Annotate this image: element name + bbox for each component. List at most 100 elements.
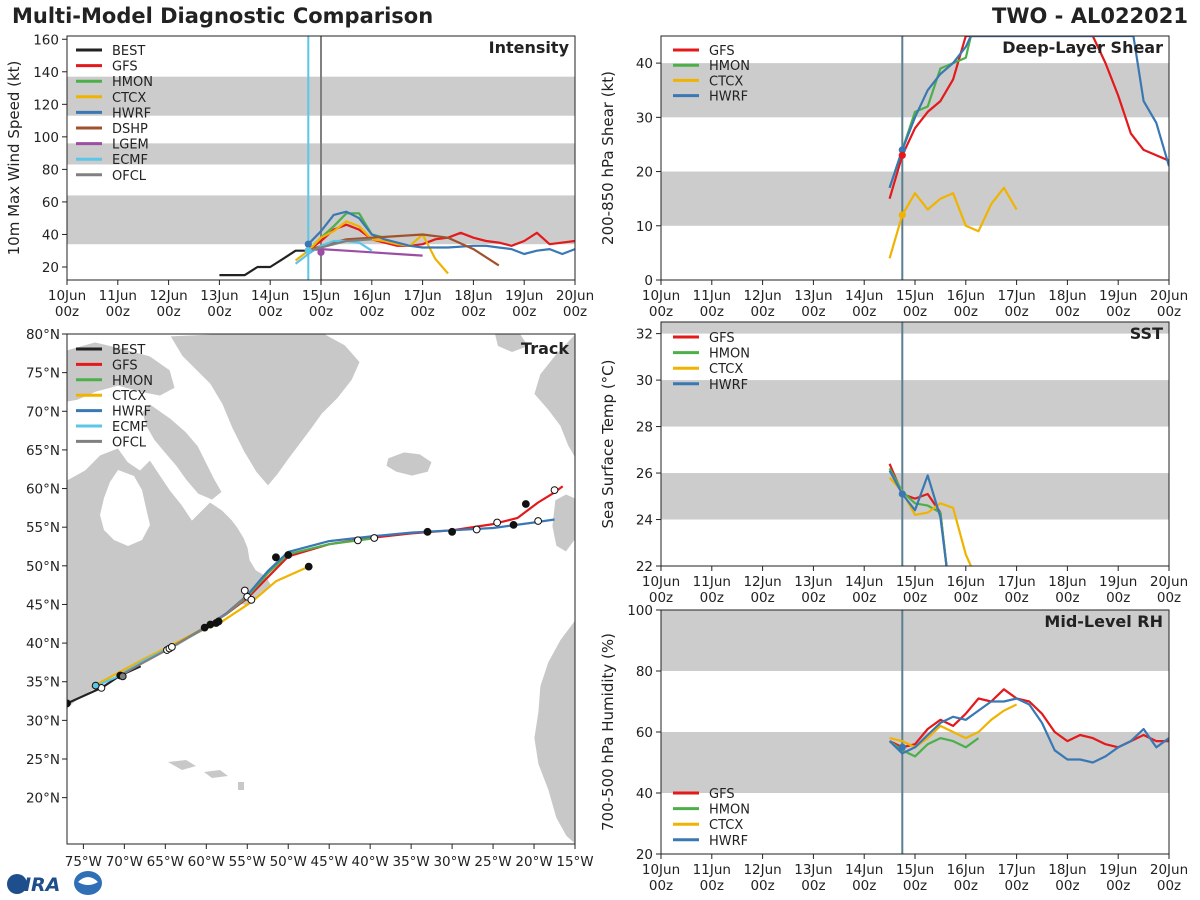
panel-title: Mid-Level RH	[1044, 612, 1163, 631]
y-tick-label: 28	[636, 420, 653, 436]
x-tick-label-hour: 00z	[903, 590, 927, 606]
legend-label-gfs: GFS	[112, 358, 138, 373]
threshold-band	[661, 171, 1169, 226]
british-isles	[551, 493, 575, 553]
x-tick-label: 10Jun	[48, 288, 86, 304]
track-position-dot	[370, 534, 379, 542]
x-tick-label-hour: 00z	[258, 304, 282, 320]
legend-label-ctcx: CTCX	[709, 362, 743, 377]
x-tick-label-hour: 00z	[649, 590, 673, 606]
x-tick-label: 14Jun	[251, 288, 289, 304]
logo-text: CIRA	[10, 874, 60, 896]
marker-ecmf	[304, 247, 312, 255]
x-tick-label-hour: 00z	[852, 878, 876, 894]
series-gfs	[307, 223, 575, 252]
x-tick-label-hour: 00z	[1157, 878, 1181, 894]
x-tick-label-hour: 00z	[410, 304, 434, 320]
legend-label-gfs: GFS	[709, 331, 735, 346]
series-hwrf	[888, 36, 1169, 189]
legend-label-hmon: HMON	[709, 347, 750, 362]
x-tick-label: 19Jun	[1099, 574, 1137, 590]
hudson-bay	[100, 470, 150, 546]
marker-lgem	[317, 248, 325, 256]
y-axis-label: 200-850 hPa Shear (kt)	[599, 71, 617, 245]
greenland	[169, 334, 361, 487]
threshold-band	[661, 732, 1169, 793]
x-tick-label-hour: 00z	[700, 590, 724, 606]
series-ctcx	[889, 703, 1018, 749]
x-tick-label-hour: 00z	[801, 590, 825, 606]
track-position-dot	[67, 699, 71, 708]
threshold-band	[661, 610, 1169, 671]
x-tick-label: 16Jun	[947, 288, 985, 304]
marker-hwrf	[898, 743, 906, 751]
panel-title: Intensity	[489, 38, 570, 57]
lon-tick-label: 70°W	[106, 854, 143, 870]
x-tick-label: 12Jun	[149, 288, 187, 304]
lon-tick-label: 50°W	[270, 854, 307, 870]
threshold-band	[661, 322, 1169, 334]
lon-tick-label: 40°W	[352, 854, 389, 870]
lat-tick-label: 80°N	[26, 327, 60, 343]
legend-label-ctcx: CTCX	[709, 818, 743, 833]
panel-title: Track	[521, 339, 569, 358]
x-tick-label: 14Jun	[845, 862, 883, 878]
legend-label-hmon: HMON	[709, 59, 750, 74]
x-tick-label-hour: 00z	[55, 304, 79, 320]
track-position-dot	[521, 500, 530, 508]
lon-tick-label: 75°W	[65, 854, 102, 870]
x-tick-label-hour: 00z	[750, 878, 774, 894]
x-tick-label-hour: 00z	[954, 590, 978, 606]
legend-label-ofcl: OFCL	[112, 169, 147, 184]
iceland	[385, 451, 433, 477]
x-tick-label: 19Jun	[505, 288, 543, 304]
track-position-dot	[423, 527, 432, 536]
x-tick-label-hour: 00z	[1004, 304, 1028, 320]
europe-land	[533, 334, 575, 459]
page-title: Multi-Model Diagnostic Comparison	[12, 4, 434, 28]
x-tick-label: 14Jun	[845, 574, 883, 590]
track-position-dot	[304, 562, 313, 571]
caribbean-islands	[168, 760, 244, 790]
track-position-dot	[353, 536, 362, 545]
legend-label-hwrf: HWRF	[112, 405, 151, 420]
track-position-dot	[118, 672, 127, 681]
baffin-island	[141, 403, 223, 501]
y-tick-label: 40	[42, 227, 59, 243]
x-tick-label: 13Jun	[794, 288, 832, 304]
legend-label-ctcx: CTCX	[112, 91, 146, 106]
arctic-islands	[67, 341, 176, 403]
y-tick-label: 20	[636, 165, 653, 181]
lat-tick-label: 60°N	[26, 482, 60, 498]
svalbard	[495, 334, 528, 352]
legend-label-ecmf: ECMF	[112, 153, 148, 168]
series-hwrf	[888, 697, 1169, 764]
storm-id: TWO - AL022021	[992, 4, 1188, 28]
lat-tick-label: 55°N	[26, 520, 60, 536]
x-tick-label: 13Jun	[794, 862, 832, 878]
y-tick-label: 24	[636, 513, 653, 529]
lon-tick-label: 35°W	[392, 854, 429, 870]
track-ofcl	[119, 594, 249, 677]
lat-tick-label: 30°N	[26, 713, 60, 729]
x-tick-label-hour: 00z	[461, 304, 485, 320]
x-tick-label-hour: 00z	[1106, 878, 1130, 894]
y-tick-label: 40	[636, 786, 653, 802]
lat-tick-label: 20°N	[26, 791, 60, 807]
legend-label-gfs: GFS	[112, 60, 138, 75]
x-tick-label-hour: 00z	[1157, 590, 1181, 606]
lon-tick-label: 55°W	[229, 854, 266, 870]
panel-sst: 22242628303210Jun00z11Jun00z12Jun00z13Ju…	[599, 321, 1188, 606]
legend-label-hmon: HMON	[112, 374, 153, 389]
track-position-dot	[284, 551, 293, 559]
track-position-dot	[534, 517, 543, 525]
x-tick-label: 11Jun	[99, 288, 137, 304]
legend-label-ofcl: OFCL	[112, 435, 147, 450]
legend-label-gfs: GFS	[709, 44, 735, 59]
x-tick-label: 20Jun	[556, 288, 594, 304]
